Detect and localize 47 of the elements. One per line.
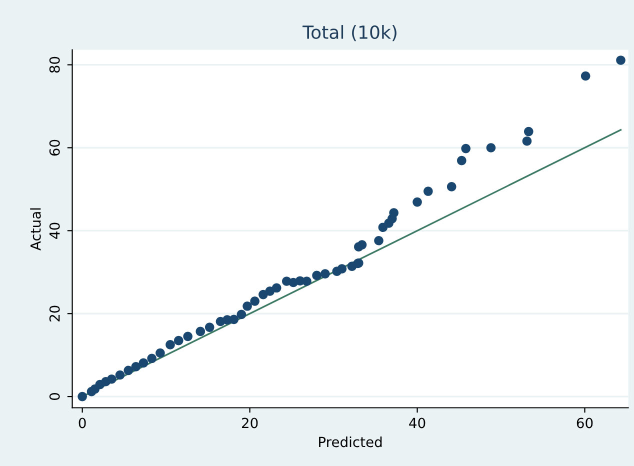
y-axis-title: Actual	[30, 208, 41, 250]
chart-title: Total (10k)	[302, 25, 396, 42]
point	[166, 340, 175, 350]
point	[138, 358, 148, 368]
point	[124, 366, 134, 376]
point	[580, 71, 590, 81]
point	[446, 182, 456, 192]
x-tick-label: 20	[242, 418, 258, 428]
point	[272, 283, 282, 293]
x-tick-label: 40	[409, 418, 426, 428]
point	[461, 144, 470, 154]
point	[389, 208, 398, 218]
point	[522, 136, 532, 146]
y-tick-label: 0	[49, 393, 60, 400]
point	[412, 197, 422, 207]
point	[229, 314, 239, 324]
x-tick-label: 60	[576, 418, 593, 428]
y-tick-label: 80	[49, 56, 60, 73]
point	[236, 310, 246, 320]
x-axis-title: Predicted	[319, 436, 382, 448]
point	[486, 143, 496, 152]
point	[106, 374, 116, 384]
point	[131, 362, 141, 372]
y-tick-label: 20	[49, 306, 60, 322]
point	[115, 370, 125, 380]
point	[337, 264, 347, 274]
point	[320, 269, 330, 278]
point	[242, 301, 252, 311]
point	[456, 156, 466, 166]
point	[424, 186, 433, 196]
point	[174, 336, 184, 346]
point	[312, 270, 322, 280]
point	[524, 126, 534, 136]
y-tick-label: 60	[49, 140, 60, 156]
point	[183, 332, 192, 342]
x-tick-label: 0	[78, 418, 86, 428]
point	[250, 296, 260, 306]
point	[78, 392, 87, 402]
point	[357, 240, 367, 250]
point	[196, 326, 206, 336]
point	[302, 276, 312, 286]
point	[616, 56, 626, 65]
point	[156, 348, 165, 358]
y-tick-label: 40	[49, 222, 60, 239]
point	[147, 354, 156, 364]
point	[374, 236, 384, 246]
point	[204, 322, 214, 332]
